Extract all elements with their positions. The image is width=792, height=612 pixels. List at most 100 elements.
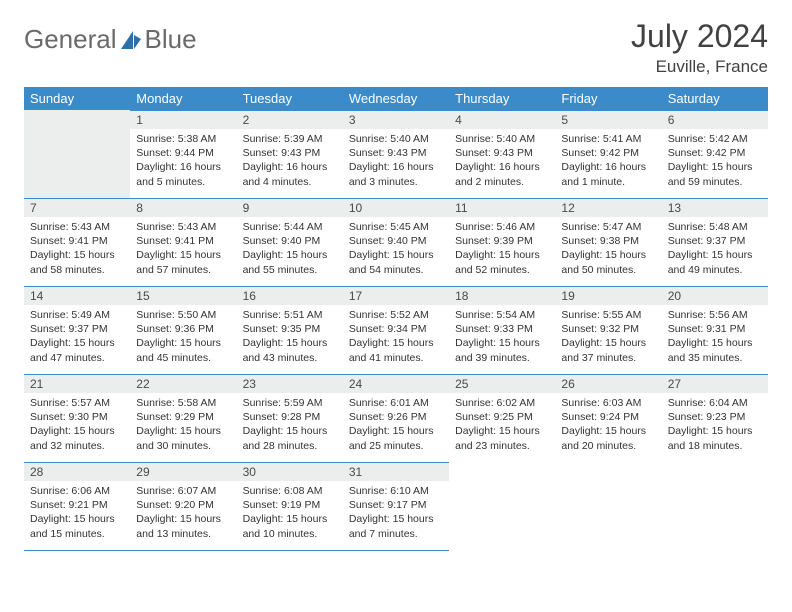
day-line-dl2: and 43 minutes. — [243, 351, 337, 365]
day-line-dl2: and 5 minutes. — [136, 175, 230, 189]
day-line-sr: Sunrise: 5:52 AM — [349, 308, 443, 322]
day-wrap: 12Sunrise: 5:47 AMSunset: 9:38 PMDayligh… — [555, 198, 661, 286]
day-line-ss: Sunset: 9:24 PM — [561, 410, 655, 424]
day-wrap: 19Sunrise: 5:55 AMSunset: 9:32 PMDayligh… — [555, 286, 661, 374]
calendar-cell: 5Sunrise: 5:41 AMSunset: 9:42 PMDaylight… — [555, 110, 661, 198]
logo-text-1: General — [24, 24, 117, 55]
day-line-ss: Sunset: 9:38 PM — [561, 234, 655, 248]
day-line-sr: Sunrise: 5:43 AM — [136, 220, 230, 234]
day-number: 24 — [343, 375, 449, 393]
day-details: Sunrise: 5:48 AMSunset: 9:37 PMDaylight:… — [662, 217, 768, 283]
location-label: Euville, France — [631, 57, 768, 77]
day-line-dl1: Daylight: 15 hours — [668, 424, 762, 438]
day-details: Sunrise: 6:07 AMSunset: 9:20 PMDaylight:… — [130, 481, 236, 547]
calendar-cell: 21Sunrise: 5:57 AMSunset: 9:30 PMDayligh… — [24, 374, 130, 462]
day-line-dl2: and 52 minutes. — [455, 263, 549, 277]
day-number: 5 — [555, 111, 661, 129]
day-wrap: 28Sunrise: 6:06 AMSunset: 9:21 PMDayligh… — [24, 462, 130, 550]
day-number: 13 — [662, 199, 768, 217]
calendar-cell: 8Sunrise: 5:43 AMSunset: 9:41 PMDaylight… — [130, 198, 236, 286]
day-number: 7 — [24, 199, 130, 217]
calendar-cell — [24, 110, 130, 198]
day-line-ss: Sunset: 9:44 PM — [136, 146, 230, 160]
day-line-dl1: Daylight: 15 hours — [243, 336, 337, 350]
day-number: 14 — [24, 287, 130, 305]
day-wrap: 22Sunrise: 5:58 AMSunset: 9:29 PMDayligh… — [130, 374, 236, 462]
day-line-sr: Sunrise: 5:55 AM — [561, 308, 655, 322]
day-wrap: 27Sunrise: 6:04 AMSunset: 9:23 PMDayligh… — [662, 374, 768, 462]
day-wrap: 20Sunrise: 5:56 AMSunset: 9:31 PMDayligh… — [662, 286, 768, 374]
day-line-dl1: Daylight: 15 hours — [668, 336, 762, 350]
day-line-dl1: Daylight: 15 hours — [243, 248, 337, 262]
day-line-dl2: and 37 minutes. — [561, 351, 655, 365]
day-number: 11 — [449, 199, 555, 217]
day-details: Sunrise: 6:04 AMSunset: 9:23 PMDaylight:… — [662, 393, 768, 459]
day-line-sr: Sunrise: 6:08 AM — [243, 484, 337, 498]
day-wrap: 18Sunrise: 5:54 AMSunset: 9:33 PMDayligh… — [449, 286, 555, 374]
day-line-dl1: Daylight: 15 hours — [349, 336, 443, 350]
day-wrap: 9Sunrise: 5:44 AMSunset: 9:40 PMDaylight… — [237, 198, 343, 286]
day-line-ss: Sunset: 9:43 PM — [243, 146, 337, 160]
day-details: Sunrise: 6:08 AMSunset: 9:19 PMDaylight:… — [237, 481, 343, 547]
day-line-dl2: and 2 minutes. — [455, 175, 549, 189]
day-line-sr: Sunrise: 5:58 AM — [136, 396, 230, 410]
logo-text-2: Blue — [145, 24, 197, 55]
day-details: Sunrise: 5:43 AMSunset: 9:41 PMDaylight:… — [130, 217, 236, 283]
day-details: Sunrise: 5:38 AMSunset: 9:44 PMDaylight:… — [130, 129, 236, 195]
dayname-row: SundayMondayTuesdayWednesdayThursdayFrid… — [24, 87, 768, 110]
day-wrap: 17Sunrise: 5:52 AMSunset: 9:34 PMDayligh… — [343, 286, 449, 374]
day-details: Sunrise: 5:51 AMSunset: 9:35 PMDaylight:… — [237, 305, 343, 371]
day-line-sr: Sunrise: 5:50 AM — [136, 308, 230, 322]
day-wrap: 26Sunrise: 6:03 AMSunset: 9:24 PMDayligh… — [555, 374, 661, 462]
day-wrap: 29Sunrise: 6:07 AMSunset: 9:20 PMDayligh… — [130, 462, 236, 550]
day-details: Sunrise: 5:41 AMSunset: 9:42 PMDaylight:… — [555, 129, 661, 195]
day-number: 9 — [237, 199, 343, 217]
day-line-ss: Sunset: 9:30 PM — [30, 410, 124, 424]
day-line-dl2: and 57 minutes. — [136, 263, 230, 277]
day-number: 2 — [237, 111, 343, 129]
day-details: Sunrise: 6:03 AMSunset: 9:24 PMDaylight:… — [555, 393, 661, 459]
day-details: Sunrise: 6:10 AMSunset: 9:17 PMDaylight:… — [343, 481, 449, 547]
day-wrap: 8Sunrise: 5:43 AMSunset: 9:41 PMDaylight… — [130, 198, 236, 286]
dayname-header: Thursday — [449, 87, 555, 110]
calendar-cell: 25Sunrise: 6:02 AMSunset: 9:25 PMDayligh… — [449, 374, 555, 462]
calendar-week: 21Sunrise: 5:57 AMSunset: 9:30 PMDayligh… — [24, 374, 768, 462]
day-line-ss: Sunset: 9:28 PM — [243, 410, 337, 424]
day-wrap: 25Sunrise: 6:02 AMSunset: 9:25 PMDayligh… — [449, 374, 555, 462]
calendar-cell: 30Sunrise: 6:08 AMSunset: 9:19 PMDayligh… — [237, 462, 343, 550]
day-line-ss: Sunset: 9:33 PM — [455, 322, 549, 336]
day-number: 21 — [24, 375, 130, 393]
day-line-sr: Sunrise: 5:40 AM — [349, 132, 443, 146]
calendar-cell: 12Sunrise: 5:47 AMSunset: 9:38 PMDayligh… — [555, 198, 661, 286]
day-number: 31 — [343, 463, 449, 481]
calendar-cell: 27Sunrise: 6:04 AMSunset: 9:23 PMDayligh… — [662, 374, 768, 462]
calendar-cell: 17Sunrise: 5:52 AMSunset: 9:34 PMDayligh… — [343, 286, 449, 374]
day-line-sr: Sunrise: 5:47 AM — [561, 220, 655, 234]
day-line-sr: Sunrise: 5:45 AM — [349, 220, 443, 234]
day-number: 28 — [24, 463, 130, 481]
day-line-ss: Sunset: 9:20 PM — [136, 498, 230, 512]
calendar-cell: 14Sunrise: 5:49 AMSunset: 9:37 PMDayligh… — [24, 286, 130, 374]
calendar-bottom-rule — [24, 550, 768, 551]
calendar-cell: 2Sunrise: 5:39 AMSunset: 9:43 PMDaylight… — [237, 110, 343, 198]
day-line-dl2: and 10 minutes. — [243, 527, 337, 541]
day-details: Sunrise: 5:56 AMSunset: 9:31 PMDaylight:… — [662, 305, 768, 371]
calendar-cell: 10Sunrise: 5:45 AMSunset: 9:40 PMDayligh… — [343, 198, 449, 286]
day-line-dl2: and 49 minutes. — [668, 263, 762, 277]
day-line-dl1: Daylight: 15 hours — [349, 512, 443, 526]
calendar-cell: 20Sunrise: 5:56 AMSunset: 9:31 PMDayligh… — [662, 286, 768, 374]
day-details: Sunrise: 5:58 AMSunset: 9:29 PMDaylight:… — [130, 393, 236, 459]
day-number: 17 — [343, 287, 449, 305]
day-number: 27 — [662, 375, 768, 393]
day-number: 26 — [555, 375, 661, 393]
day-wrap: 2Sunrise: 5:39 AMSunset: 9:43 PMDaylight… — [237, 110, 343, 198]
day-line-dl1: Daylight: 16 hours — [243, 160, 337, 174]
day-line-dl2: and 39 minutes. — [455, 351, 549, 365]
day-line-ss: Sunset: 9:23 PM — [668, 410, 762, 424]
calendar-cell: 23Sunrise: 5:59 AMSunset: 9:28 PMDayligh… — [237, 374, 343, 462]
dayname-header: Saturday — [662, 87, 768, 110]
calendar-cell: 28Sunrise: 6:06 AMSunset: 9:21 PMDayligh… — [24, 462, 130, 550]
day-wrap: 15Sunrise: 5:50 AMSunset: 9:36 PMDayligh… — [130, 286, 236, 374]
day-line-ss: Sunset: 9:29 PM — [136, 410, 230, 424]
day-wrap: 1Sunrise: 5:38 AMSunset: 9:44 PMDaylight… — [130, 110, 236, 198]
